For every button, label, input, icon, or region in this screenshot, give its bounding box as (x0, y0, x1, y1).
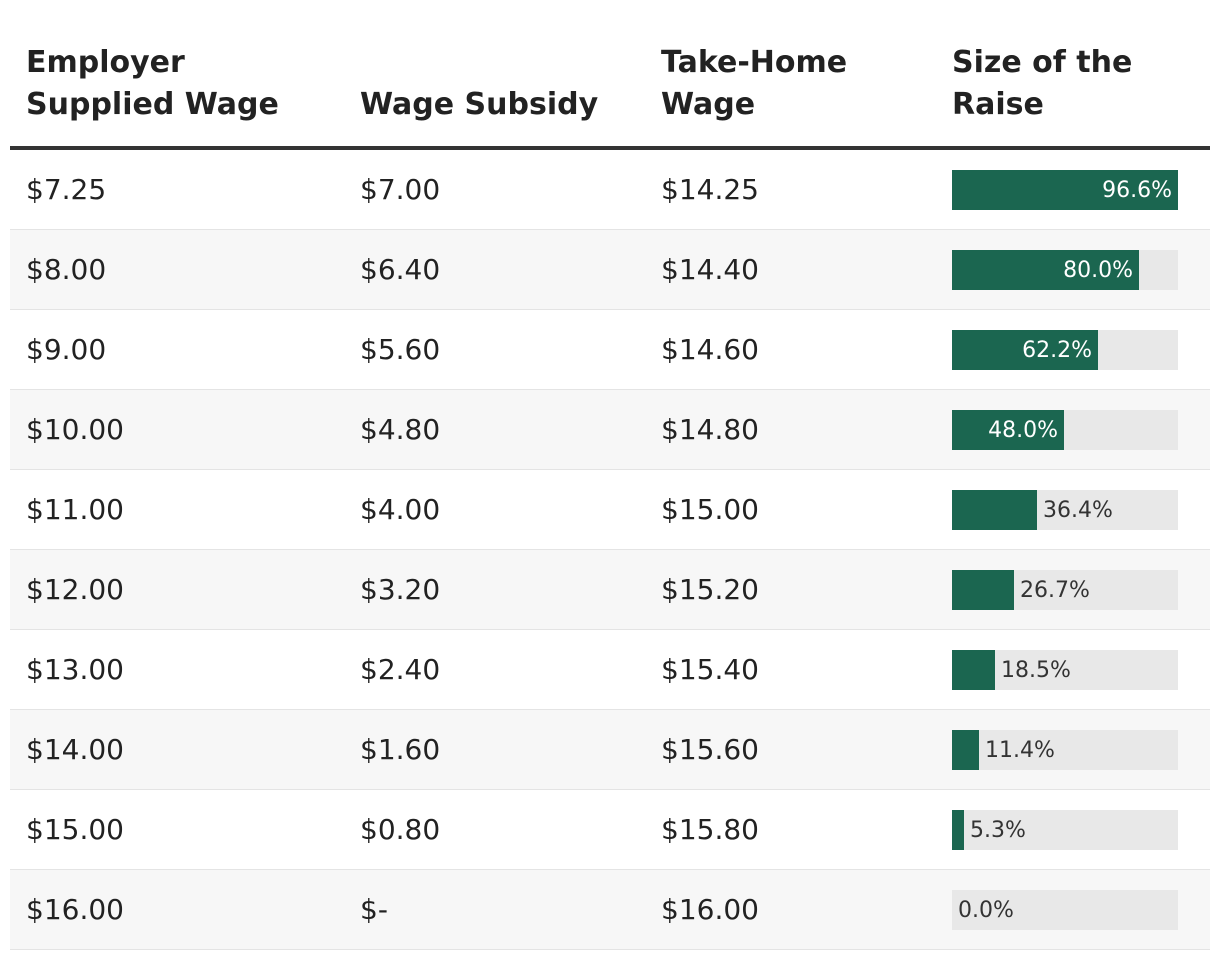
raise-bar-track: 62.2% (952, 330, 1178, 370)
raise-label: 0.0% (958, 898, 1014, 923)
raise-bar (952, 570, 1014, 610)
employer-wage-cell: $10.00 (26, 413, 124, 446)
wage-table: Employer Supplied Wage Wage Subsidy Take… (10, 0, 1210, 950)
raise-bar-track: 5.3% (952, 810, 1178, 850)
employer-wage-cell: $16.00 (26, 893, 124, 926)
take-home-wage-cell: $14.40 (661, 253, 759, 286)
table-row: $16.00 $- $16.00 0.0% (10, 870, 1210, 950)
raise-bar (952, 410, 1064, 450)
raise-label: 5.3% (970, 818, 1026, 843)
wage-subsidy-cell: $3.20 (360, 573, 441, 606)
raise-bar (952, 170, 1178, 210)
table-row: $11.00 $4.00 $15.00 36.4% (10, 470, 1210, 550)
table-row: $13.00 $2.40 $15.40 18.5% (10, 630, 1210, 710)
raise-bar-track: 18.5% (952, 650, 1178, 690)
table-row: $9.00 $5.60 $14.60 62.2% (10, 310, 1210, 390)
raise-label: 80.0% (1063, 258, 1133, 283)
raise-bar (952, 730, 979, 770)
raise-bar (952, 330, 1098, 370)
employer-wage-cell: $14.00 (26, 733, 124, 766)
take-home-wage-cell: $15.20 (661, 573, 759, 606)
raise-label: 96.6% (1102, 178, 1172, 203)
employer-wage-cell: $13.00 (26, 653, 124, 686)
raise-bar (952, 650, 995, 690)
raise-bar-track: 0.0% (952, 890, 1178, 930)
take-home-wage-cell: $15.40 (661, 653, 759, 686)
employer-wage-cell: $12.00 (26, 573, 124, 606)
table-row: $14.00 $1.60 $15.60 11.4% (10, 710, 1210, 790)
raise-bar-track: 80.0% (952, 250, 1178, 290)
wage-subsidy-cell: $2.40 (360, 653, 441, 686)
wage-subsidy-cell: $6.40 (360, 253, 441, 286)
take-home-wage-cell: $16.00 (661, 893, 759, 926)
header-size-of-raise: Size of the Raise (952, 45, 1133, 122)
raise-bar-track: 26.7% (952, 570, 1178, 610)
take-home-wage-cell: $14.25 (661, 173, 759, 206)
raise-bar (952, 810, 964, 850)
employer-wage-cell: $7.25 (26, 173, 107, 206)
employer-wage-cell: $11.00 (26, 493, 124, 526)
employer-wage-cell: $15.00 (26, 813, 124, 846)
take-home-wage-cell: $15.60 (661, 733, 759, 766)
wage-subsidy-cell: $0.80 (360, 813, 441, 846)
wage-subsidy-cell: $4.00 (360, 493, 441, 526)
table-row: $15.00 $0.80 $15.80 5.3% (10, 790, 1210, 870)
employer-wage-cell: $8.00 (26, 253, 107, 286)
header-wage-subsidy: Wage Subsidy (360, 87, 599, 122)
raise-label: 48.0% (988, 418, 1058, 443)
wage-subsidy-cell: $4.80 (360, 413, 441, 446)
raise-label: 26.7% (1020, 578, 1090, 603)
header-employer-wage: Employer Supplied Wage (26, 45, 279, 122)
raise-bar-track: 96.6% (952, 170, 1178, 210)
table-body: $7.25 $7.00 $14.25 96.6% $8.00 $6.40 $14.40 80.… (10, 150, 1210, 950)
take-home-wage-cell: $15.00 (661, 493, 759, 526)
raise-bar (952, 490, 1037, 530)
take-home-wage-cell: $14.60 (661, 333, 759, 366)
raise-bar (952, 250, 1139, 290)
table-row: $7.25 $7.00 $14.25 96.6% (10, 150, 1210, 230)
raise-label: 11.4% (985, 738, 1055, 763)
raise-bar-track: 48.0% (952, 410, 1178, 450)
table-row: $10.00 $4.80 $14.80 48.0% (10, 390, 1210, 470)
take-home-wage-cell: $14.80 (661, 413, 759, 446)
raise-label: 62.2% (1022, 338, 1092, 363)
header-take-home-wage: Take-Home Wage (661, 45, 848, 122)
table-row: $8.00 $6.40 $14.40 80.0% (10, 230, 1210, 310)
raise-label: 18.5% (1001, 658, 1071, 683)
wage-subsidy-cell: $1.60 (360, 733, 441, 766)
employer-wage-cell: $9.00 (26, 333, 107, 366)
raise-label: 36.4% (1043, 498, 1113, 523)
wage-subsidy-cell: $5.60 (360, 333, 441, 366)
table-header: Employer Supplied Wage Wage Subsidy Take… (10, 0, 1210, 150)
raise-bar-track: 11.4% (952, 730, 1178, 770)
take-home-wage-cell: $15.80 (661, 813, 759, 846)
table-row: $12.00 $3.20 $15.20 26.7% (10, 550, 1210, 630)
raise-bar-track: 36.4% (952, 490, 1178, 530)
wage-subsidy-cell: $- (360, 893, 388, 926)
wage-subsidy-cell: $7.00 (360, 173, 441, 206)
